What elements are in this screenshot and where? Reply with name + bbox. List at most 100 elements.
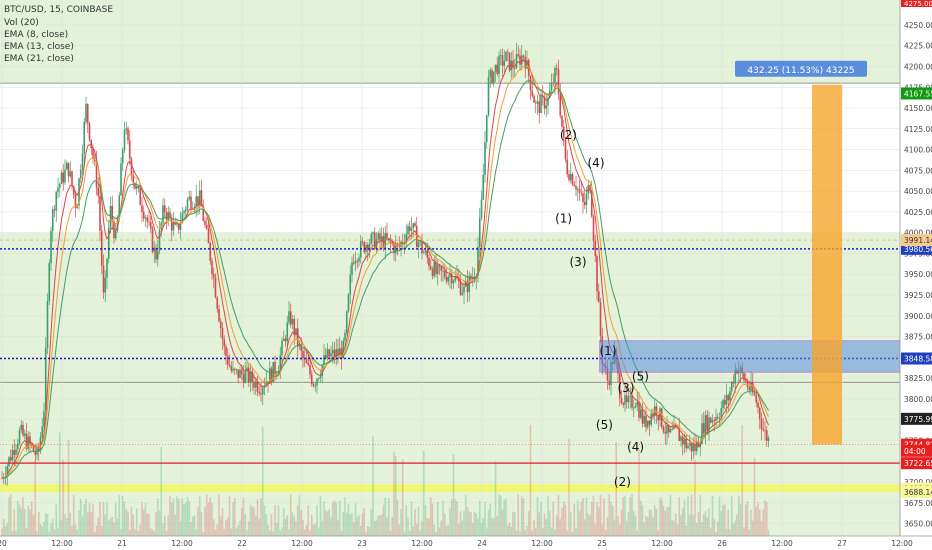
volume-bar-0 bbox=[1, 528, 3, 536]
candle-body-93 bbox=[163, 205, 166, 213]
candle-body-172 bbox=[302, 351, 304, 359]
candle-body-429 bbox=[751, 381, 754, 393]
candle-body-101 bbox=[177, 222, 180, 230]
volume-bar-362 bbox=[634, 515, 637, 536]
volume-bar-327 bbox=[573, 503, 576, 536]
candle-body-347 bbox=[608, 380, 611, 386]
volume-bar-217 bbox=[380, 514, 383, 536]
volume-bar-141 bbox=[247, 521, 250, 536]
volume-bar-190 bbox=[333, 500, 336, 536]
volume-bar-320 bbox=[561, 507, 563, 536]
volume-bar-325 bbox=[569, 511, 572, 536]
volume-bar-386 bbox=[676, 524, 679, 536]
volume-bar-107 bbox=[188, 501, 191, 536]
candle-body-65 bbox=[114, 230, 117, 239]
candle-body-88 bbox=[155, 247, 157, 260]
volume-bar-14 bbox=[25, 527, 28, 536]
candle-body-342 bbox=[599, 302, 602, 336]
y-tick-19: 4125.00 bbox=[904, 125, 932, 134]
candle-body-404 bbox=[708, 417, 710, 431]
volume-bar-149 bbox=[261, 427, 264, 536]
candle-body-82 bbox=[144, 217, 147, 219]
volume-bar-253 bbox=[443, 513, 446, 536]
candle-body-310 bbox=[543, 96, 546, 109]
volume-bar-41 bbox=[72, 495, 75, 536]
volume-bar-25 bbox=[44, 512, 47, 536]
volume-bar-417 bbox=[730, 496, 733, 536]
candle-body-367 bbox=[643, 415, 646, 424]
volume-bar-58 bbox=[102, 502, 105, 536]
volume-bar-382 bbox=[669, 495, 672, 536]
volume-bar-397 bbox=[695, 523, 698, 536]
volume-bar-434 bbox=[760, 521, 763, 536]
candle-body-200 bbox=[351, 262, 353, 275]
candle-body-346 bbox=[606, 367, 609, 381]
volume-bar-408 bbox=[715, 531, 717, 536]
volume-bar-272 bbox=[477, 518, 479, 536]
candle-body-318 bbox=[557, 69, 560, 94]
volume-bar-123 bbox=[216, 524, 219, 536]
candle-body-30 bbox=[53, 209, 56, 211]
candle-body-148 bbox=[260, 393, 262, 395]
volume-bar-276 bbox=[484, 501, 486, 536]
volume-bar-350 bbox=[613, 519, 616, 536]
wave-label-3: (4) bbox=[588, 156, 605, 170]
candle-body-137 bbox=[240, 369, 243, 375]
volume-bar-67 bbox=[118, 495, 121, 536]
volume-bar-222 bbox=[389, 530, 392, 536]
x-tick-4: 22 bbox=[237, 539, 247, 548]
volume-bar-260 bbox=[456, 501, 458, 536]
candle-body-136 bbox=[239, 369, 241, 378]
candle-body-357 bbox=[625, 395, 628, 403]
volume-bar-150 bbox=[263, 505, 266, 536]
volume-bar-148 bbox=[260, 498, 262, 536]
candle-body-164 bbox=[288, 311, 290, 323]
wave-label-4: (1) bbox=[600, 344, 617, 358]
volume-bar-130 bbox=[228, 496, 231, 536]
volume-bar-406 bbox=[711, 495, 714, 536]
candle-body-358 bbox=[627, 397, 630, 403]
candle-body-308 bbox=[540, 95, 542, 114]
candle-body-181 bbox=[317, 378, 320, 380]
volume-bar-428 bbox=[750, 509, 752, 536]
candle-body-337 bbox=[590, 190, 593, 217]
volume-bar-356 bbox=[624, 495, 626, 536]
candle-body-135 bbox=[237, 369, 240, 378]
candle-body-294 bbox=[515, 54, 518, 68]
volume-bar-376 bbox=[659, 497, 661, 536]
annotations: 432.25 (11.53%) 43225(1)(2)(3)(4)(1)(3)(… bbox=[0, 60, 910, 489]
volume-bar-51 bbox=[90, 511, 93, 536]
volume-bar-114 bbox=[200, 511, 203, 536]
price-label-2: 3775.99 bbox=[904, 415, 932, 424]
volume-bar-357 bbox=[625, 520, 628, 536]
volume-bar-291 bbox=[510, 526, 513, 536]
candle-body-406 bbox=[711, 420, 714, 423]
candle-body-331 bbox=[580, 192, 583, 194]
candle-body-395 bbox=[692, 444, 695, 452]
volume-bar-359 bbox=[629, 497, 632, 536]
candle-body-128 bbox=[225, 346, 227, 356]
volume-bar-2 bbox=[4, 526, 7, 536]
candle-body-296 bbox=[519, 55, 521, 65]
volume-bar-318 bbox=[557, 495, 560, 536]
volume-bar-116 bbox=[204, 507, 206, 536]
volume-bar-337 bbox=[590, 501, 593, 536]
volume-bar-364 bbox=[638, 448, 640, 536]
volume-bar-381 bbox=[667, 506, 670, 536]
candle-body-131 bbox=[230, 366, 233, 371]
volume-bar-198 bbox=[347, 503, 350, 536]
candle-body-178 bbox=[312, 384, 315, 386]
x-tick-8: 24 bbox=[477, 539, 487, 548]
volume-bar-262 bbox=[459, 511, 462, 536]
candle-body-17 bbox=[30, 444, 33, 446]
symbol-title: BTC/USD, 15, COINBASE bbox=[4, 5, 113, 15]
volume-bar-324 bbox=[568, 438, 570, 536]
volume-bar-158 bbox=[277, 505, 280, 536]
candle-body-419 bbox=[734, 369, 737, 384]
volume-bar-232 bbox=[407, 517, 409, 536]
candle-body-190 bbox=[333, 349, 336, 358]
volume-bar-249 bbox=[436, 502, 439, 536]
candle-body-299 bbox=[524, 57, 527, 69]
candle-body-77 bbox=[135, 186, 138, 189]
volume-bar-31 bbox=[55, 504, 58, 536]
